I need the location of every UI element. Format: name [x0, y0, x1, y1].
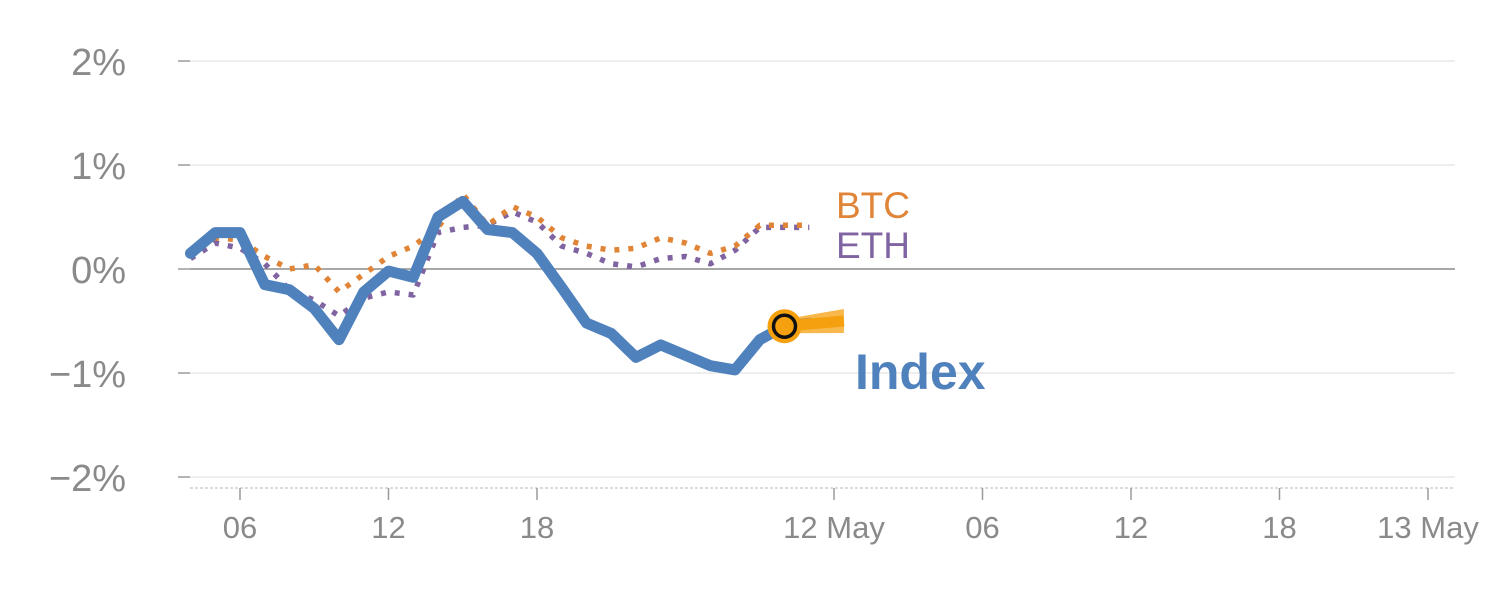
series-layer — [185, 191, 815, 376]
highlight-marker — [767, 309, 845, 344]
x-tick-label: 12 May — [783, 510, 885, 545]
x-tick-label: 13 May — [1377, 510, 1479, 545]
y-tick-label: −1% — [49, 354, 126, 396]
x-tick-label: 06 — [965, 510, 999, 545]
series-label-index: Index — [855, 344, 986, 400]
y-tick-label: 0% — [71, 250, 126, 292]
x-tick-label: 12 — [371, 510, 405, 545]
series-label-btc: BTC — [836, 185, 910, 226]
y-tick-label: 1% — [71, 146, 126, 188]
series-line-btc — [189, 191, 810, 295]
x-tick-label: 12 — [1114, 510, 1148, 545]
y-axis: 2% 1% 0% −1% −2% — [49, 42, 126, 500]
x-tick-label: 18 — [1262, 510, 1296, 545]
y-tick-label: 2% — [71, 42, 126, 84]
y-tick-label: −2% — [49, 458, 126, 500]
x-tick-label: 06 — [223, 510, 257, 545]
grid-layer — [178, 60, 1455, 489]
x-tick-label: 18 — [520, 510, 554, 545]
highlight-marker-point — [771, 313, 798, 339]
series-label-eth: ETH — [836, 225, 910, 266]
series-line-index — [185, 195, 815, 376]
